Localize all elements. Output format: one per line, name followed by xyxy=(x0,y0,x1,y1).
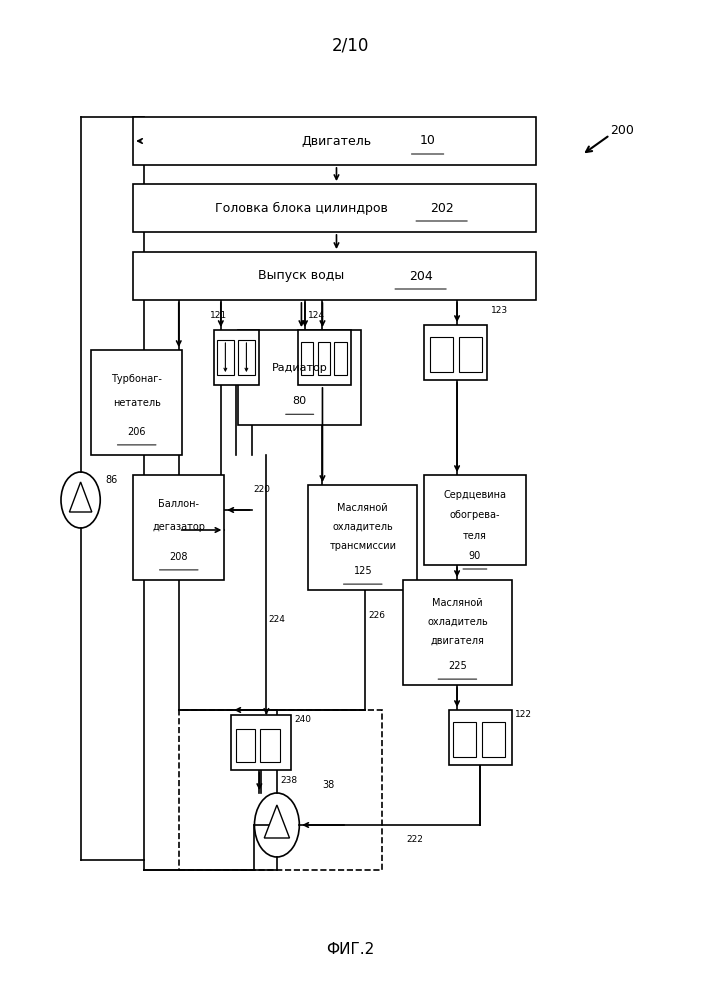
Text: Масляной: Масляной xyxy=(432,598,483,608)
Bar xyxy=(133,475,224,580)
Text: 2/10: 2/10 xyxy=(332,36,369,54)
Bar xyxy=(231,715,291,770)
Text: 226: 226 xyxy=(368,610,385,619)
Bar xyxy=(430,337,453,372)
Text: 38: 38 xyxy=(322,780,334,790)
Text: Сердцевина: Сердцевина xyxy=(444,490,506,500)
Text: Радиатор: Радиатор xyxy=(272,363,327,373)
Text: ФИГ.2: ФИГ.2 xyxy=(327,942,374,958)
Bar xyxy=(91,350,182,455)
Bar xyxy=(301,342,313,375)
Text: 200: 200 xyxy=(610,123,634,136)
Polygon shape xyxy=(69,482,92,512)
Bar xyxy=(133,252,536,300)
Text: Двигатель: Двигатель xyxy=(301,134,372,147)
Text: трансмиссии: трансмиссии xyxy=(329,541,396,551)
Bar xyxy=(236,729,255,762)
Bar xyxy=(308,485,417,590)
Text: 222: 222 xyxy=(407,835,423,844)
Text: Баллон-: Баллон- xyxy=(158,499,199,509)
Text: охладитель: охладитель xyxy=(332,522,393,532)
Text: охладитель: охладитель xyxy=(427,617,488,627)
Text: 124: 124 xyxy=(308,311,325,320)
Text: 80: 80 xyxy=(292,396,307,406)
Bar xyxy=(217,340,234,375)
Bar xyxy=(453,722,476,757)
Bar xyxy=(318,342,330,375)
Bar xyxy=(298,330,350,385)
Bar xyxy=(179,710,382,870)
Text: теля: теля xyxy=(463,531,487,541)
Text: Масляной: Масляной xyxy=(337,503,388,513)
Text: 122: 122 xyxy=(515,710,532,719)
Text: 238: 238 xyxy=(280,776,297,785)
Text: 204: 204 xyxy=(409,269,433,282)
Text: 90: 90 xyxy=(469,551,481,561)
Bar xyxy=(238,340,255,375)
Text: обогрева-: обогрева- xyxy=(449,510,501,520)
Bar xyxy=(133,184,536,232)
Text: дегазатор: дегазатор xyxy=(152,522,205,532)
Text: 202: 202 xyxy=(430,202,454,215)
Text: Головка блока цилиндров: Головка блока цилиндров xyxy=(215,201,388,215)
Bar xyxy=(482,722,505,757)
Bar xyxy=(260,729,280,762)
Bar xyxy=(424,475,526,565)
Text: 208: 208 xyxy=(170,552,188,562)
Text: 121: 121 xyxy=(210,311,227,320)
Bar xyxy=(459,337,482,372)
Text: 225: 225 xyxy=(448,661,467,671)
Text: 10: 10 xyxy=(420,134,435,147)
Text: Турбонаг-: Турбонаг- xyxy=(111,374,162,384)
Text: 240: 240 xyxy=(294,715,311,724)
Bar xyxy=(424,325,487,380)
Bar xyxy=(334,342,347,375)
Bar xyxy=(214,330,259,385)
Bar xyxy=(133,117,536,165)
Text: 123: 123 xyxy=(491,306,508,315)
Text: 224: 224 xyxy=(268,615,285,624)
Bar xyxy=(238,330,361,425)
Text: 86: 86 xyxy=(105,475,117,485)
Text: двигателя: двигателя xyxy=(430,636,484,646)
Text: 206: 206 xyxy=(128,427,146,437)
Text: Выпуск воды: Выпуск воды xyxy=(258,269,345,282)
Polygon shape xyxy=(264,805,290,838)
Text: нетатель: нетатель xyxy=(113,397,161,408)
Text: 125: 125 xyxy=(353,566,372,576)
Text: 220: 220 xyxy=(254,486,271,494)
Bar xyxy=(403,580,512,685)
Bar xyxy=(449,710,512,765)
